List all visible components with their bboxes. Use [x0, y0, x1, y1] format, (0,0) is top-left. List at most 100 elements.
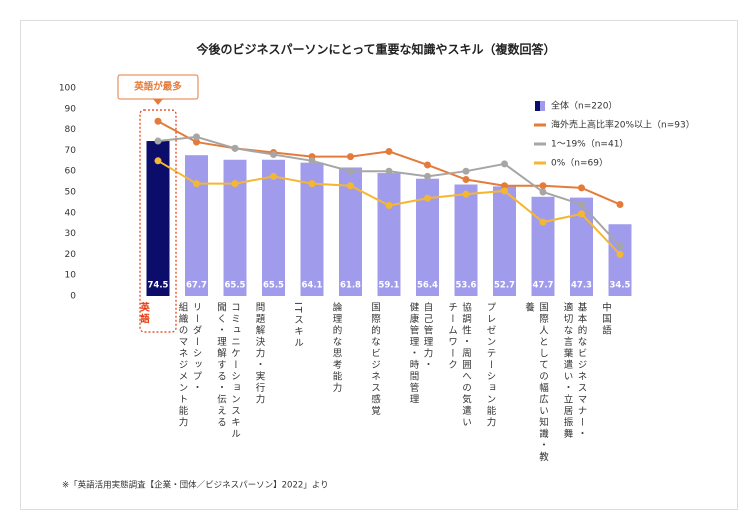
bar-value-label: 34.5 — [610, 281, 631, 291]
point — [462, 167, 470, 175]
bar-value-label: 64.1 — [302, 281, 323, 291]
point — [539, 182, 547, 190]
point — [501, 160, 508, 168]
annotation: 英語が最多 — [134, 81, 182, 93]
x-tick-label-box: 基本的なビジネスマナー・ 適切な言葉遣い・立居振舞 — [561, 302, 587, 440]
point — [231, 144, 239, 152]
x-tick-label: 基本的なビジネスマナー・ 適切な言葉遣い・立居振舞 — [561, 302, 587, 440]
y-tick-label: 0 — [70, 292, 76, 302]
bar — [223, 159, 247, 296]
footnote: ※「英語活用実態調査【企業・団体／ビジネスパーソン】2022」より — [62, 480, 329, 491]
y-tick-label: 40 — [65, 208, 77, 218]
y-tick-label: 80 — [65, 125, 77, 135]
y-tick-label: 70 — [65, 146, 77, 156]
point — [154, 157, 162, 165]
bar-value-label: 53.6 — [456, 281, 477, 291]
point — [385, 147, 393, 155]
bar-value-label: 52.7 — [494, 281, 515, 291]
bar-value-label: 47.7 — [533, 281, 554, 291]
point — [616, 200, 624, 208]
x-tick-label: コミュニケーションスキル 聞く・理解する・伝える — [215, 302, 240, 440]
point — [424, 172, 431, 180]
legend-label: 海外売上高比率20%以上（n=93） — [551, 119, 695, 131]
x-tick-label: リーダーシップ・ 組織のマネジメント能力 — [176, 302, 202, 429]
point — [462, 190, 470, 198]
bar — [416, 178, 439, 296]
point — [347, 182, 354, 190]
y-tick-label: 90 — [65, 104, 77, 114]
x-tick-label-box: 国際的なビジネス感覚 — [369, 302, 380, 417]
point — [578, 200, 585, 208]
bar-value-label: 59.1 — [379, 281, 400, 291]
x-tick-label: 問題解決力・実行力 — [253, 302, 265, 406]
annotation-arrow — [153, 99, 163, 105]
x-tick-label: 国際人としての幅広い知識・教養 — [523, 302, 548, 463]
bar — [454, 184, 478, 296]
point — [347, 167, 354, 175]
x-tick-label-box: プレゼンテーション能力 — [484, 302, 496, 429]
x-tick-label-box: 協調性・周囲への気遣い チームワーク — [446, 302, 471, 429]
point — [193, 133, 200, 141]
bar — [608, 224, 632, 296]
point — [308, 180, 316, 188]
x-tick-label-box: 中国語 — [600, 302, 611, 337]
bar — [339, 167, 362, 296]
y-tick-label: 60 — [65, 167, 77, 177]
point — [578, 210, 585, 218]
point — [154, 137, 162, 145]
legend-label: 全体（n=220） — [551, 100, 617, 112]
bar-value-label: 47.3 — [571, 281, 592, 291]
point — [231, 180, 239, 188]
bar — [493, 186, 516, 296]
bar-value-label: 56.4 — [417, 281, 438, 291]
bar — [262, 159, 285, 296]
x-tick-label: プレゼンテーション能力 — [484, 302, 496, 429]
point — [462, 176, 470, 184]
x-tick-label-box: 国際人としての幅広い知識・教養 — [523, 302, 548, 463]
bar — [185, 155, 208, 296]
point — [501, 182, 508, 190]
point — [424, 194, 431, 202]
bar-value-label: 65.5 — [263, 281, 284, 291]
y-tick-label: 20 — [65, 250, 77, 260]
y-tick-label: 30 — [65, 229, 77, 239]
x-tick-label-box: 英語 — [138, 302, 149, 325]
chart-title: 今後のビジネスパーソンにとって重要な知識やスキル（複数回答） — [195, 42, 555, 57]
x-tick-label: ITスキル — [292, 302, 303, 350]
point — [385, 202, 393, 210]
legend-swatch — [535, 101, 540, 111]
x-tick-label: 中国語 — [600, 302, 611, 337]
point — [424, 161, 431, 169]
highlight-box — [139, 109, 177, 333]
x-tick-label-box: 問題解決力・実行力 — [253, 302, 265, 406]
point — [270, 172, 277, 180]
point — [347, 153, 354, 161]
point — [578, 184, 585, 192]
x-tick-label: 自己管理力・ 健康管理・時間管理 — [407, 302, 433, 406]
point — [154, 117, 162, 125]
bar — [377, 173, 401, 296]
bar — [146, 141, 170, 296]
y-tick-label: 10 — [65, 271, 77, 281]
point — [616, 250, 624, 258]
point — [501, 187, 508, 195]
x-tick-label: 国際的なビジネス感覚 — [369, 302, 380, 417]
bar-value-label: 67.7 — [186, 281, 207, 291]
point — [385, 167, 393, 175]
point — [193, 180, 200, 188]
x-tick-label: 論理的な思考能力 — [330, 302, 342, 394]
x-tick-label-box: 論理的な思考能力 — [330, 302, 342, 394]
legend-swatch — [540, 101, 545, 111]
point — [539, 188, 547, 196]
legend-label: 1～19%（n=41） — [551, 139, 628, 150]
y-tick-label: 50 — [65, 188, 77, 198]
x-tick-label-box: 自己管理力・ 健康管理・時間管理 — [407, 302, 433, 406]
bar — [570, 197, 593, 296]
point — [616, 242, 624, 250]
x-tick-label-box: ITスキル — [292, 302, 303, 350]
bar-value-label: 74.5 — [148, 281, 169, 291]
x-tick-label: 協調性・周囲への気遣い チームワーク — [446, 302, 471, 429]
x-tick-label-box: リーダーシップ・ 組織のマネジメント能力 — [176, 302, 202, 429]
bar — [300, 162, 324, 296]
